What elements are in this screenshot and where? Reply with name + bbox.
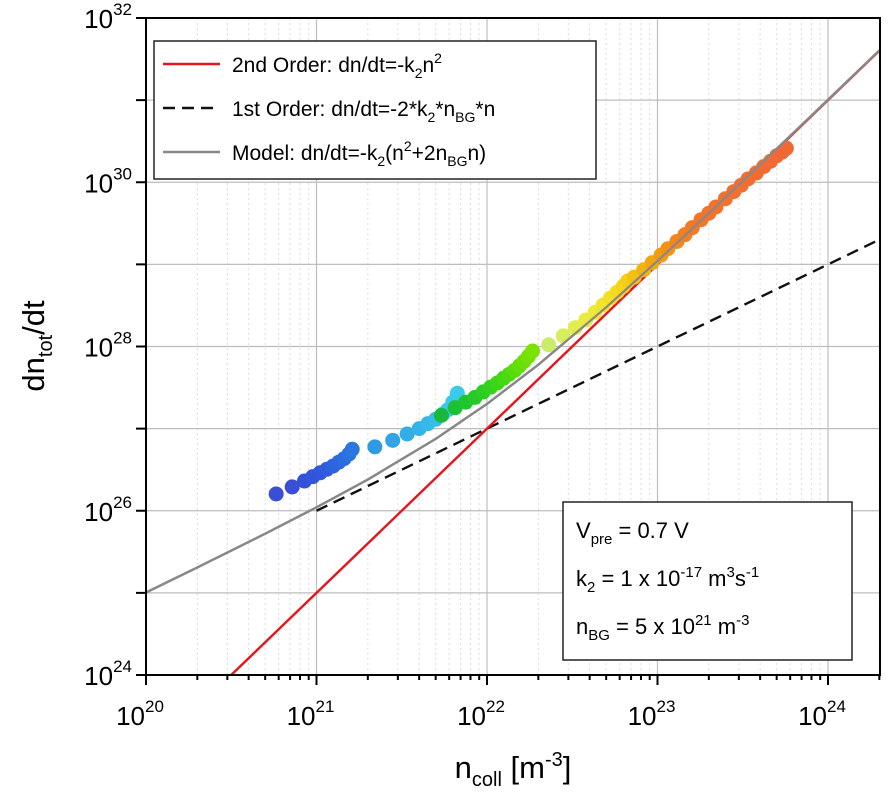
data-point — [284, 479, 300, 495]
x-tick-label: 1024 — [798, 697, 846, 731]
axis-ticks — [136, 17, 881, 685]
parameter-box: Vpre​ = 0.7 V k2​ = 1 x 10-17​ m3​s-1​ nBG… — [562, 501, 853, 661]
x-axis-title: ncoll [m-3] — [455, 749, 572, 791]
legend: 2nd Order: dn/dt=-k2​n2​ 1st Order: dn/dt… — [153, 40, 597, 180]
x-tick-label: 1020 — [116, 697, 164, 731]
x-tick-label: 1023 — [628, 697, 676, 731]
x-tick-label: 1021 — [287, 697, 335, 731]
parameter-label: nBG​ = 5 x 1021​ m-3​ — [576, 612, 749, 644]
data-point — [778, 140, 794, 156]
legend-label: 1st Order: dn/dt=-2*k2​*nBG​*n — [232, 98, 495, 125]
y-tick-label: 1032 — [84, 0, 132, 34]
legend-label: Model: dn/dt=-k2​(n2​+2nBG​n) — [232, 138, 486, 169]
y-tick-label: 1028 — [84, 329, 132, 363]
y-axis-title: dntot/dt — [16, 300, 57, 392]
y-tick-label: 1030 — [84, 164, 132, 198]
parameter-box-frame — [562, 501, 853, 661]
y-tick-labels: 1024 1026 1028 1030 1032 — [84, 0, 132, 691]
series-line-model-overlay — [146, 49, 880, 594]
legend-box — [153, 40, 597, 180]
data-point — [525, 343, 541, 359]
data-point — [433, 407, 449, 423]
data-point — [385, 432, 401, 448]
x-tick-label: 1022 — [457, 697, 505, 731]
series-line-1st-order — [315, 238, 880, 512]
data-point — [541, 337, 557, 353]
x-tick-labels: 1020 1021 1022 1023 1024 — [116, 697, 846, 731]
y-tick-label: 1026 — [84, 493, 132, 527]
scatter-points — [146, 49, 880, 594]
data-point — [555, 328, 571, 344]
data-point — [268, 486, 284, 502]
parameter-label: k2​ = 1 x 10-17​ m3​s-1​ — [576, 564, 759, 596]
data-point — [344, 441, 360, 457]
legend-label: 2nd Order: dn/dt=-k2​n2​ — [232, 50, 442, 81]
data-point — [367, 439, 383, 455]
y-tick-label: 1024 — [84, 657, 132, 691]
data-point — [399, 426, 415, 442]
parameter-label: Vpre​ = 0.7 V — [576, 518, 689, 548]
